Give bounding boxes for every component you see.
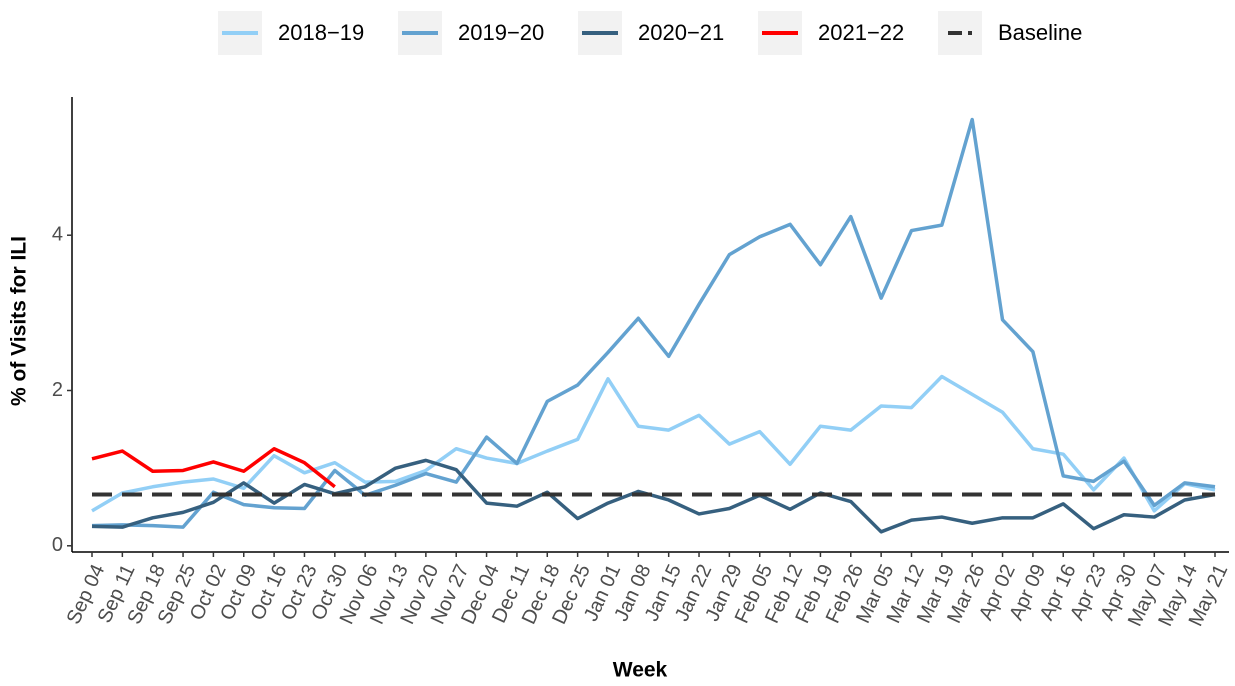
legend-label: 2019−20 bbox=[458, 20, 544, 45]
y-tick-label: 4 bbox=[52, 223, 63, 245]
series-line bbox=[91, 374, 1216, 513]
legend-label: 2021−22 bbox=[818, 20, 904, 45]
y-tick-label: 2 bbox=[52, 379, 63, 401]
legend-label: 2020−21 bbox=[638, 20, 724, 45]
legend-label: 2018−19 bbox=[278, 20, 364, 45]
series-line bbox=[91, 446, 336, 489]
x-axis-title: Week bbox=[613, 659, 668, 682]
series-line bbox=[91, 117, 1216, 529]
legend-label: Baseline bbox=[998, 20, 1082, 45]
y-axis-title: % of Visits for ILI bbox=[8, 236, 31, 406]
y-tick-label: 0 bbox=[52, 534, 63, 556]
series-line bbox=[91, 458, 1216, 534]
